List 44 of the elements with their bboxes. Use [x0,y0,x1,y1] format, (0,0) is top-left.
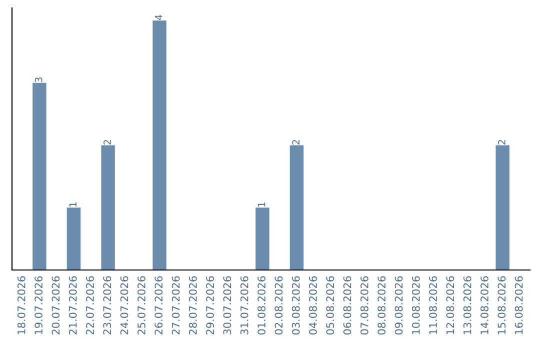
x-tick-label: 08.08.2026 [378,276,386,335]
data-label: 2 [104,140,111,145]
bar [32,82,46,270]
x-tick-label: 02.08.2026 [274,276,283,335]
bar [496,145,510,270]
x-tick-label: 15.08.2026 [498,276,506,334]
data-label: 3 [34,77,42,82]
x-tick-label: 18.07.2026 [17,276,26,334]
x-tick-label: 19.07.2026 [34,276,42,334]
x-tick-label: 09.08.2026 [394,276,403,335]
x-tick-label: 16.08.2026 [514,276,523,334]
x-tick-label: 03.08.2026 [292,276,300,335]
x-tick-label: 10.08.2026 [412,276,420,334]
x-tick-label: 20.07.2026 [52,276,60,334]
x-tick-label: 27.07.2026 [172,276,180,334]
x-tick-label: 05.08.2026 [326,276,334,335]
data-label: 2 [498,140,506,145]
x-tick-label: 26.07.2026 [154,276,163,334]
x-tick-label: 22.07.2026 [86,276,94,334]
bar [101,145,115,270]
x-tick-label: 30.07.2026 [223,276,232,334]
bar [256,208,270,270]
x-tick-label: 23.07.2026 [103,276,112,334]
x-tick-label: 21.07.2026 [68,276,77,334]
x-tick-label: 01.08.2026 [258,276,266,335]
bar [66,208,81,270]
x-tick-label: 14.08.2026 [480,276,488,334]
x-tick-label: 07.08.2026 [360,276,368,335]
data-label: 4 [155,14,162,20]
data-label: 1 [69,202,76,207]
data-label: 1 [258,202,266,207]
x-tick-label: 25.07.2026 [138,276,146,334]
x-tick-label: 04.08.2026 [309,276,317,335]
x-tick-label: 11.08.2026 [429,276,437,334]
x-tick-label: 06.08.2026 [343,276,352,335]
x-tick-label: 28.07.2026 [188,276,197,334]
x-tick-label: 31.07.2026 [240,276,248,334]
x-tick-label: 13.08.2026 [463,276,472,334]
x-tick-label: 24.07.2026 [120,276,128,334]
x-tick-label: 12.08.2026 [446,276,454,334]
bar [290,145,304,270]
bar [152,20,166,270]
data-label: 2 [292,140,300,145]
x-tick-label: 29.07.2026 [206,276,214,334]
